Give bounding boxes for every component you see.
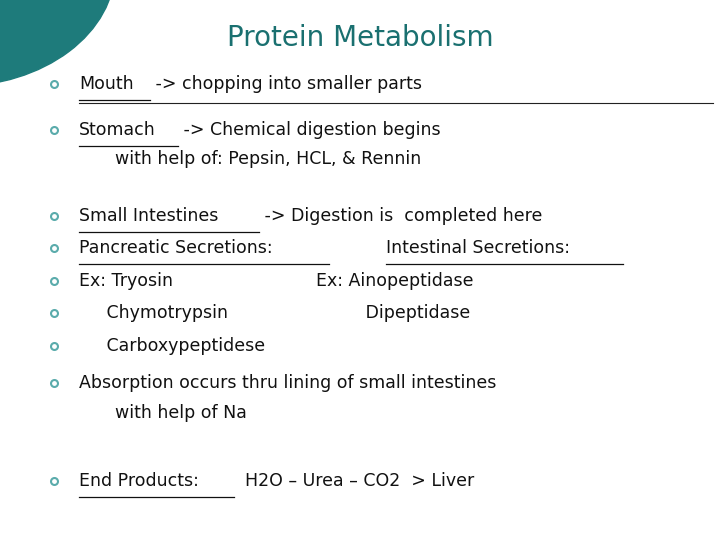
Text: Absorption occurs thru lining of small intestines: Absorption occurs thru lining of small i… bbox=[79, 374, 497, 393]
Text: Mouth: Mouth bbox=[79, 75, 134, 93]
Text: with help of Na: with help of Na bbox=[115, 404, 247, 422]
Text: H2O – Urea – CO2  > Liver: H2O – Urea – CO2 > Liver bbox=[234, 471, 474, 490]
Text: Intestinal Secretions:: Intestinal Secretions: bbox=[386, 239, 570, 258]
Text: -> Digestion is  completed here: -> Digestion is completed here bbox=[259, 207, 542, 225]
Text: Ex: Tryosin                          Ex: Ainopeptidase: Ex: Tryosin Ex: Ainopeptidase bbox=[79, 272, 474, 290]
Text: Carboxypeptidese: Carboxypeptidese bbox=[79, 336, 266, 355]
Text: Protein Metabolism: Protein Metabolism bbox=[227, 24, 493, 52]
Text: Small Intestines: Small Intestines bbox=[79, 207, 219, 225]
Text: with help of: Pepsin, HCL, & Rennin: with help of: Pepsin, HCL, & Rennin bbox=[115, 150, 421, 168]
Text: Chymotrypsin                         Dipeptidase: Chymotrypsin Dipeptidase bbox=[79, 304, 470, 322]
Text: Stomach: Stomach bbox=[79, 120, 156, 139]
Text: Pancreatic Secretions:: Pancreatic Secretions: bbox=[79, 239, 273, 258]
Text: End Products:: End Products: bbox=[79, 471, 199, 490]
Text: -> Chemical digestion begins: -> Chemical digestion begins bbox=[179, 120, 441, 139]
Text: -> chopping into smaller parts: -> chopping into smaller parts bbox=[150, 75, 422, 93]
Circle shape bbox=[0, 0, 115, 86]
